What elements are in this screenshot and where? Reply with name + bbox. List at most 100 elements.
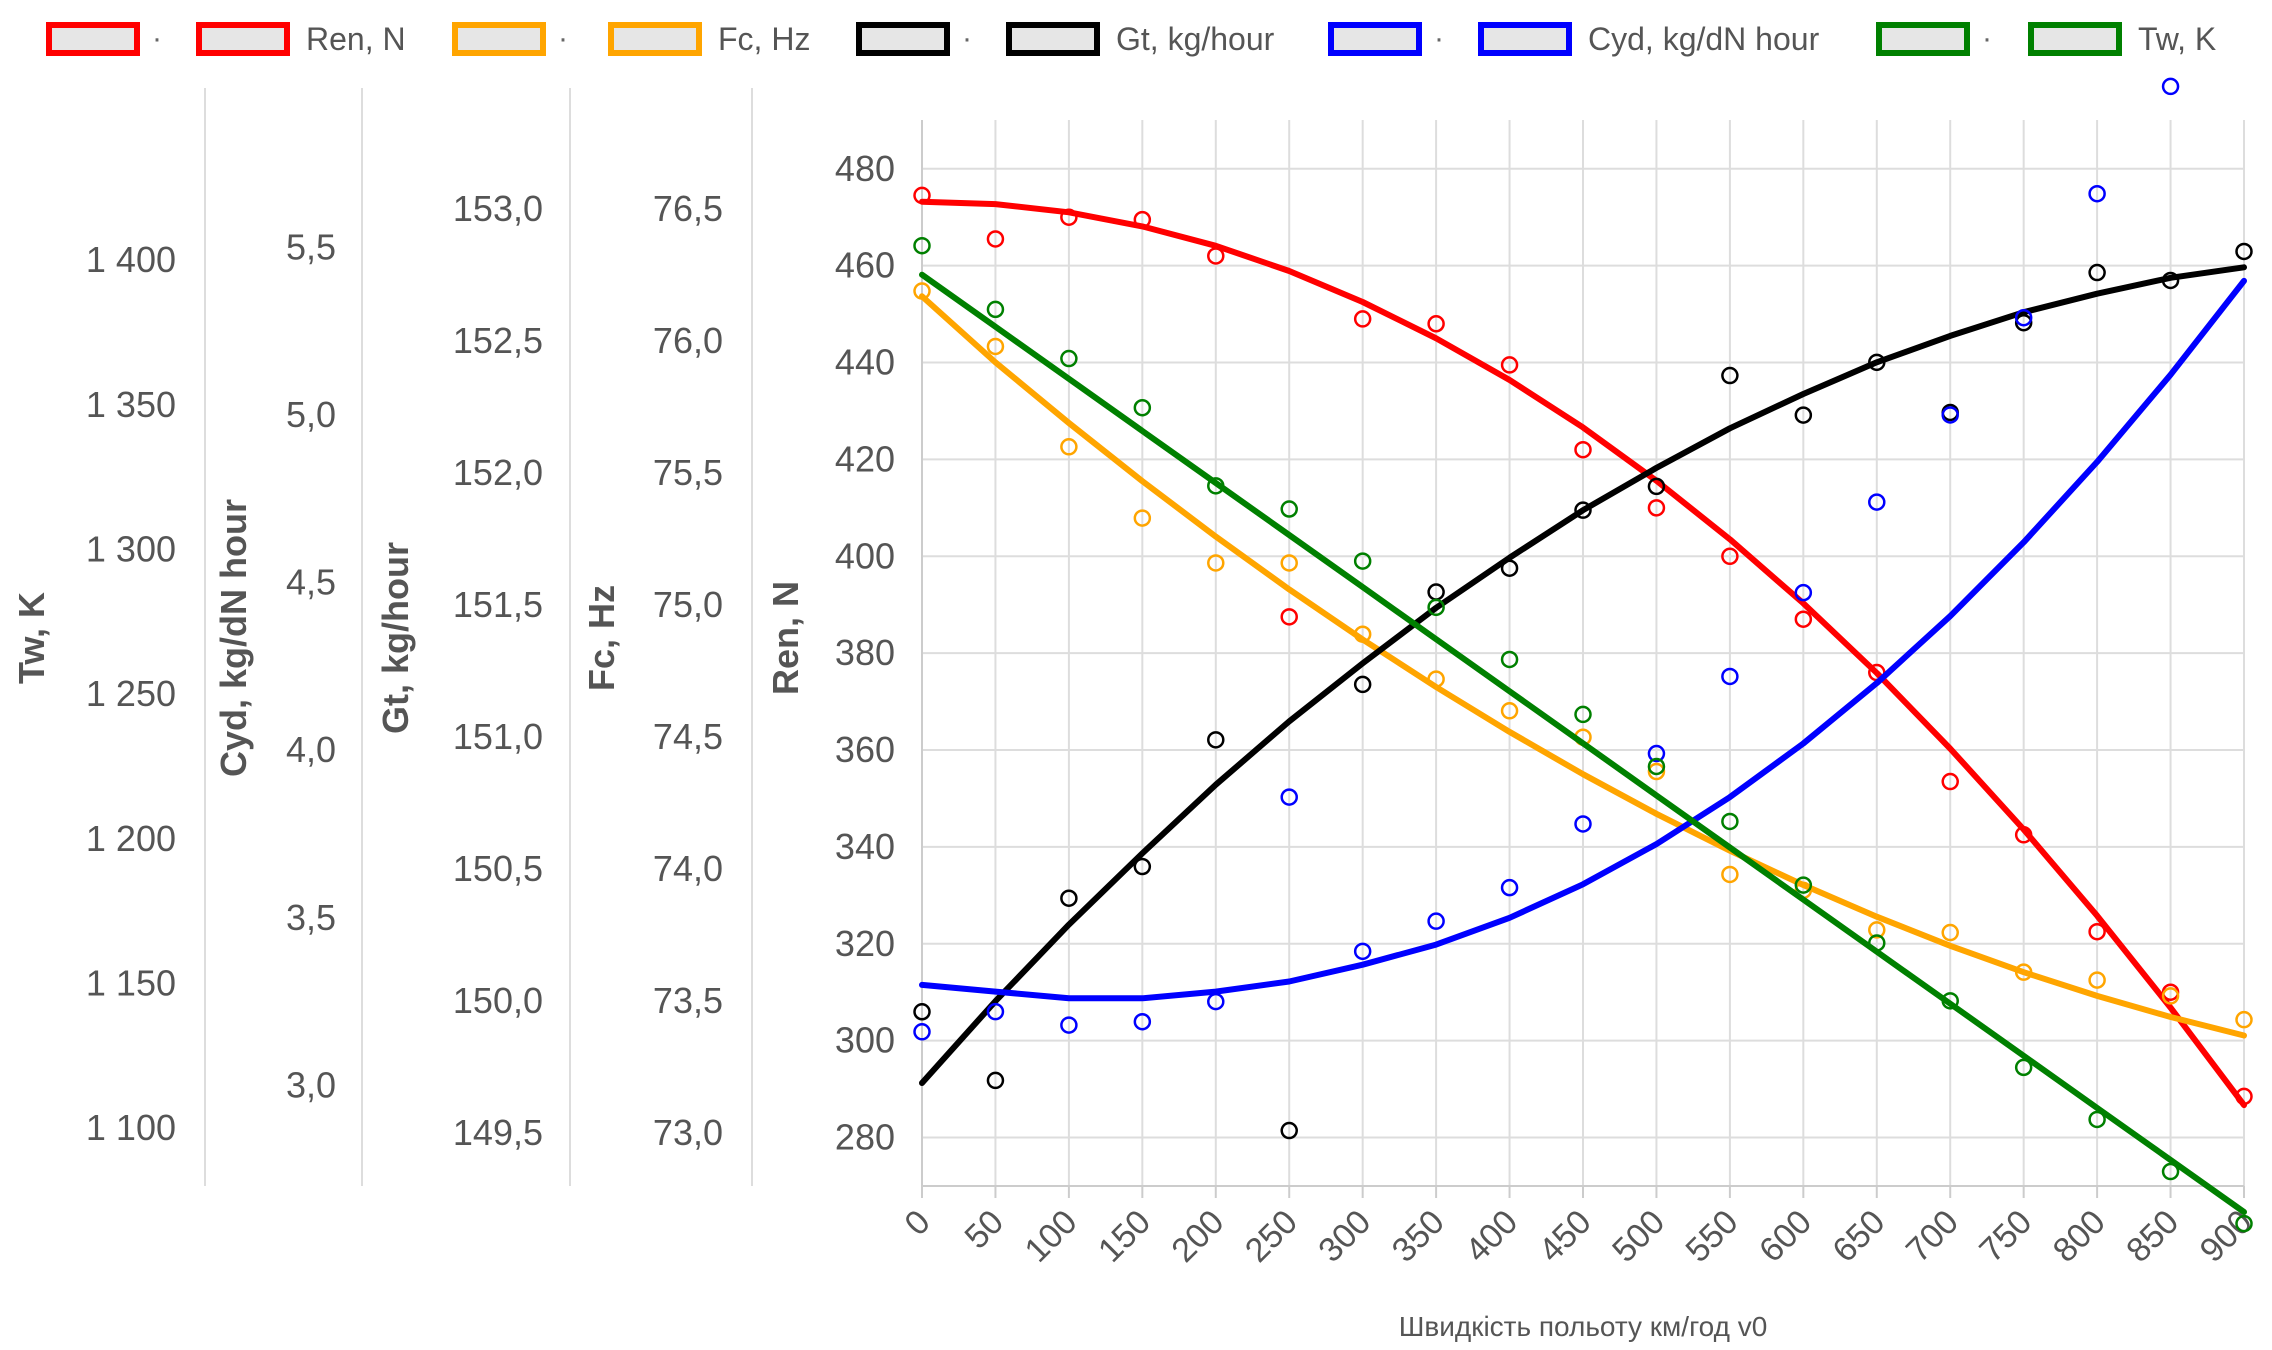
legend-swatch [452, 22, 546, 56]
data-point [1794, 610, 1813, 628]
data-point [1721, 865, 1739, 884]
data-point [1941, 772, 1959, 791]
series-cyd [913, 77, 2247, 1041]
data-point [986, 1002, 1005, 1021]
y-axis-title: Cyd, kg/dN hour [213, 499, 254, 777]
data-point [1500, 878, 1519, 897]
y-tick-label: 3,5 [286, 897, 336, 938]
legend-item-4[interactable]: · [856, 14, 972, 64]
x-tick-label: 600 [1752, 1203, 1819, 1270]
data-point [1500, 650, 1519, 669]
legend-item-5[interactable]: Gt, kg/hour [1006, 14, 1274, 64]
data-point [1721, 667, 1739, 686]
data-point [1868, 353, 1886, 372]
y-tick-label: 1 300 [86, 529, 176, 570]
y-tick-label: 75,0 [653, 584, 723, 625]
data-point [1647, 477, 1666, 496]
x-tick-label: 800 [2046, 1203, 2113, 1270]
y-tick-label: 4,0 [286, 729, 336, 770]
data-point [1868, 921, 1886, 939]
y-tick-label: 300 [835, 1020, 895, 1061]
data-point [1427, 598, 1445, 617]
data-point [2014, 313, 2033, 332]
data-point [2161, 987, 2180, 1005]
data-point [1280, 500, 1298, 518]
y-tick-label: 1 200 [86, 818, 176, 859]
y-tick-label: 320 [835, 923, 895, 964]
data-point [2014, 963, 2033, 981]
data-point [1721, 812, 1739, 831]
data-point [2235, 1214, 2253, 1233]
legend-item-7[interactable]: Cyd, kg/dN hour [1478, 14, 1819, 64]
legend-label: · [962, 22, 972, 55]
y-tick-label: 1 250 [86, 673, 176, 714]
legend-swatch [196, 22, 290, 56]
legend-swatch [1876, 22, 1970, 56]
x-tick-label: 850 [2119, 1203, 2186, 1270]
legend-item-1[interactable]: Ren, N [196, 14, 406, 64]
data-point [1574, 815, 1592, 833]
x-tick-label: 900 [2193, 1203, 2260, 1270]
y-tick-label: 5,5 [286, 226, 336, 267]
legend-item-3[interactable]: Fc, Hz [608, 14, 810, 64]
legend-item-6[interactable]: · [1328, 14, 1444, 64]
data-point [1207, 247, 1225, 265]
data-point [1574, 501, 1592, 519]
data-point [1353, 675, 1372, 694]
y-axis-title: Gt, kg/hour [375, 542, 416, 734]
data-point [1647, 762, 1666, 781]
data-point [1207, 731, 1225, 749]
x-tick-label: 50 [957, 1203, 1011, 1257]
x-tick-labels: 0 50 100 150 200 250 300 350 400 450 500 550 600 650 7… [897, 1186, 2260, 1270]
data-point [1427, 315, 1445, 333]
y-tick-label: 73,5 [653, 980, 723, 1021]
data-point [986, 1071, 1005, 1090]
x-tick-label: 750 [1972, 1203, 2039, 1270]
data-point [1133, 398, 1152, 417]
chart-legend: · Ren, N · Fc, Hz · Gt, kg/hour · Cyd, kg/dN ho… [0, 0, 2272, 80]
data-point [1868, 493, 1886, 511]
data-point [2088, 1110, 2106, 1129]
y-tick-label: 400 [835, 535, 895, 576]
y-tick-label: 149,5 [453, 1112, 543, 1153]
data-point [2088, 922, 2106, 941]
legend-label: · [1434, 22, 1444, 55]
legend-label: · [152, 22, 162, 55]
data-point [1207, 992, 1225, 1011]
data-point [2235, 1087, 2253, 1106]
legend-item-8[interactable]: · [1876, 14, 1992, 64]
legend-item-9[interactable]: Tw, K [2028, 14, 2216, 64]
data-point [1060, 889, 1078, 907]
y-tick-label: 75,5 [653, 452, 723, 493]
data-point [1060, 349, 1078, 368]
data-point [1280, 1121, 1298, 1140]
y-tick-label: 150,5 [453, 848, 543, 889]
y-tick-label: 480 [835, 148, 895, 189]
data-point [913, 282, 931, 300]
legend-item-2[interactable]: · [452, 14, 568, 64]
data-point [1133, 210, 1152, 229]
data-point [1353, 310, 1372, 328]
data-point [2088, 184, 2106, 203]
y-tick-label: 1 350 [86, 384, 176, 425]
data-point [1060, 1016, 1078, 1034]
legend-label: · [1982, 22, 1992, 55]
data-point [1280, 788, 1298, 806]
y-tick-label: 76,5 [653, 188, 723, 229]
y-tick-label: 153,0 [453, 188, 543, 229]
x-tick-label: 550 [1679, 1203, 1746, 1270]
data-point [1794, 406, 1813, 424]
data-point [1574, 705, 1592, 724]
y-axis-gt: 149,5 150,0 150,5 151,0 151,5 152,0 152,5 153,0… [375, 88, 571, 1186]
data-point [1721, 547, 1739, 566]
y-tick-label: 151,5 [453, 584, 543, 625]
data-point [1647, 744, 1666, 763]
x-tick-label: 0 [897, 1203, 937, 1243]
x-tick-label: 100 [1018, 1203, 1085, 1270]
y-tick-label: 420 [835, 438, 895, 479]
legend-item-0[interactable]: · [46, 14, 162, 64]
legend-swatch [46, 22, 140, 56]
x-tick-label: 200 [1164, 1203, 1231, 1270]
data-point [1280, 608, 1298, 626]
data-point [986, 300, 1005, 319]
